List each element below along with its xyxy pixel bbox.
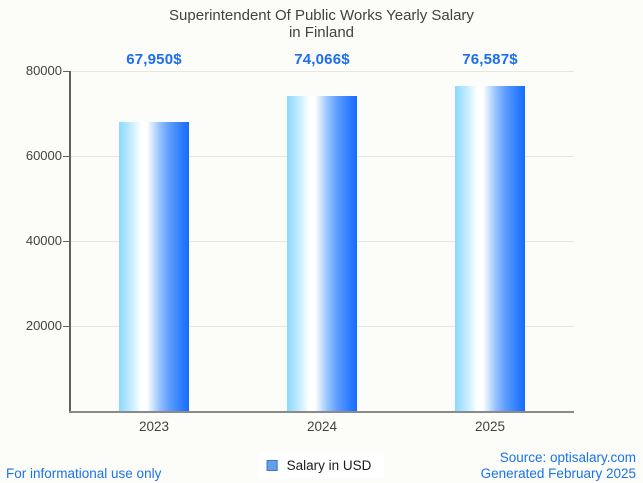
legend: Salary in USD [258, 453, 384, 479]
y-axis-label-20000: 20000 [25, 318, 62, 333]
y-axis-label-40000: 40000 [25, 233, 62, 248]
y-tick-60000 [63, 156, 70, 157]
x-axis-label-2023: 2023 [138, 419, 170, 434]
x-axis-label-2024: 2024 [306, 419, 338, 434]
legend-marker-icon [266, 460, 278, 471]
footer-source-line: Source: optisalary.com [499, 450, 636, 465]
bar-value-label-2025: 76,587$ [462, 51, 518, 68]
chart-title-line2: in Finland [288, 24, 355, 41]
footer-generated-line: Generated February 2025 [480, 465, 636, 481]
bar-2024 [287, 96, 357, 411]
bar-2023 [119, 122, 189, 411]
y-axis-label-60000: 60000 [25, 148, 62, 163]
bar-2025 [455, 85, 525, 411]
bar-value-label-2024: 74,066$ [294, 51, 350, 68]
chart-title-line1: Superintendent Of Public Works Yearly Sa… [169, 7, 474, 24]
bar-value-label-2023: 67,950$ [126, 51, 182, 68]
footer-source: Source: optisalary.com Generated Februar… [481, 450, 636, 481]
y-tick-20000 [63, 326, 70, 327]
footer-disclaimer: For informational use only [6, 466, 162, 481]
y-tick-80000 [63, 71, 70, 72]
x-axis-line [69, 411, 574, 413]
gridline-80000 [70, 71, 574, 72]
chart-title: Superintendent Of Public Works Yearly Sa… [0, 7, 643, 41]
x-axis-label-2025: 2025 [474, 419, 506, 434]
y-axis-line [69, 71, 71, 411]
legend-label: Salary in USD [286, 458, 372, 473]
y-axis-label-80000: 80000 [25, 63, 62, 78]
y-tick-40000 [63, 241, 70, 242]
